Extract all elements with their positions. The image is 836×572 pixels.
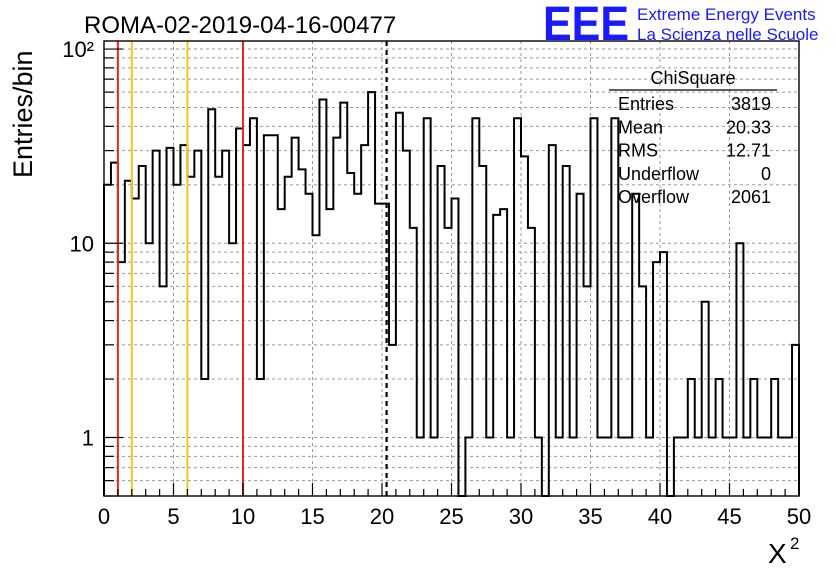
svg-text:2: 2 xyxy=(790,534,799,553)
stats-row-value: 0 xyxy=(761,164,771,184)
x-tick-label: 45 xyxy=(717,504,741,529)
histogram-bin xyxy=(146,243,153,496)
stats-row: Mean 20.33 xyxy=(618,117,771,137)
stats-row: Entries 3819 xyxy=(618,94,771,114)
stats-row-value: 3819 xyxy=(731,94,771,114)
stats-row: RMS 12.71 xyxy=(618,141,771,161)
histogram-bin xyxy=(313,235,320,496)
chart-title: ROMA-02-2019-04-16-00477 xyxy=(84,12,396,39)
stats-row: Underflow 0 xyxy=(618,164,771,184)
histogram-bin xyxy=(514,118,521,496)
logo-line-2: La Scienza nelle Scuole xyxy=(637,25,818,44)
histogram-bin xyxy=(299,169,306,496)
y-tick-label: 10² xyxy=(62,37,94,62)
x-tick-label: 25 xyxy=(439,504,463,529)
y-tick-label: 1 xyxy=(82,426,94,451)
histogram-series xyxy=(103,91,800,497)
x-tick-label: 30 xyxy=(509,504,533,529)
y-axis-label: Entries/bin xyxy=(8,50,38,178)
histogram-bin xyxy=(445,228,452,496)
x-tick-label: 5 xyxy=(167,504,179,529)
axes: 0 5 10 15 20 25 30 35 40 45 50 1 10 10² xyxy=(62,37,811,529)
histogram-bin xyxy=(222,151,229,496)
stats-row-label: Overflow xyxy=(618,187,690,207)
histogram-bin xyxy=(285,177,292,496)
histogram-bin xyxy=(229,243,236,496)
reference-lines xyxy=(116,41,388,496)
x-axis-label: X 2 xyxy=(768,534,799,569)
histogram-bin xyxy=(792,345,799,496)
histogram-bin xyxy=(236,128,243,496)
logo-mark: EEE xyxy=(543,0,629,51)
histogram-bin xyxy=(167,148,174,496)
stats-box: ChiSquare Entries 3819 Mean 20.33 RMS 12.71 Un… xyxy=(609,68,777,207)
histogram-bin xyxy=(472,118,479,496)
eee-logo: EEE Extreme Energy Events La Scienza nel… xyxy=(543,0,818,51)
x-tick-label: 15 xyxy=(300,504,324,529)
histogram-bin xyxy=(660,252,667,496)
histogram-bin xyxy=(347,173,354,496)
histogram-bin xyxy=(104,185,111,496)
histogram-bin xyxy=(410,228,417,496)
histogram-bin xyxy=(403,151,410,496)
histogram-bin xyxy=(493,215,500,496)
stats-row-label: RMS xyxy=(618,141,658,161)
y-tick-label: 10 xyxy=(70,231,94,256)
histogram-bin xyxy=(194,151,201,496)
histogram-bin xyxy=(396,113,403,496)
x-tick-label: 35 xyxy=(578,504,602,529)
histogram-bin xyxy=(528,228,535,496)
histogram-bin xyxy=(591,118,598,496)
stats-row-label: Mean xyxy=(618,117,663,137)
stats-row-value: 12.71 xyxy=(726,141,771,161)
stats-row-label: Underflow xyxy=(618,164,700,184)
x-tick-label: 50 xyxy=(787,504,811,529)
histogram-bin xyxy=(702,302,709,496)
histogram-bin xyxy=(375,204,382,496)
histogram-bin xyxy=(340,103,347,496)
x-tick-label: 10 xyxy=(231,504,255,529)
histogram-bin xyxy=(368,92,375,496)
histogram-bin xyxy=(125,181,132,496)
histogram-bin xyxy=(271,135,278,496)
histogram-bin xyxy=(292,138,299,496)
histogram-bin xyxy=(174,185,181,496)
histogram-bin xyxy=(250,118,257,496)
histogram-bin xyxy=(736,243,743,496)
stats-row-label: Entries xyxy=(618,94,674,114)
histogram-bin xyxy=(264,135,271,496)
histogram-bin xyxy=(333,138,340,496)
svg-text:X: X xyxy=(768,538,787,569)
x-tick-label: 40 xyxy=(648,504,672,529)
histogram-bin xyxy=(215,177,222,496)
histogram-bin xyxy=(319,99,326,496)
histogram-bin xyxy=(521,156,528,496)
histogram-bin xyxy=(639,286,646,496)
stats-name: ChiSquare xyxy=(650,68,735,88)
stats-row-value: 20.33 xyxy=(726,117,771,137)
histogram-bin xyxy=(160,286,167,496)
logo-line-1: Extreme Energy Events xyxy=(637,5,816,24)
grid-lines xyxy=(104,41,799,496)
x-tick-label: 20 xyxy=(370,504,394,529)
histogram-bin xyxy=(389,345,396,496)
stats-row: Overflow 2061 xyxy=(618,187,771,207)
stats-row-value: 2061 xyxy=(731,187,771,207)
histogram-bin xyxy=(584,286,591,496)
histogram-bin xyxy=(382,204,389,496)
histogram-outline xyxy=(103,91,800,497)
histogram-bin xyxy=(187,177,194,496)
histogram-bin xyxy=(424,118,431,496)
x-tick-label: 0 xyxy=(98,504,110,529)
histogram-bin xyxy=(153,151,160,496)
